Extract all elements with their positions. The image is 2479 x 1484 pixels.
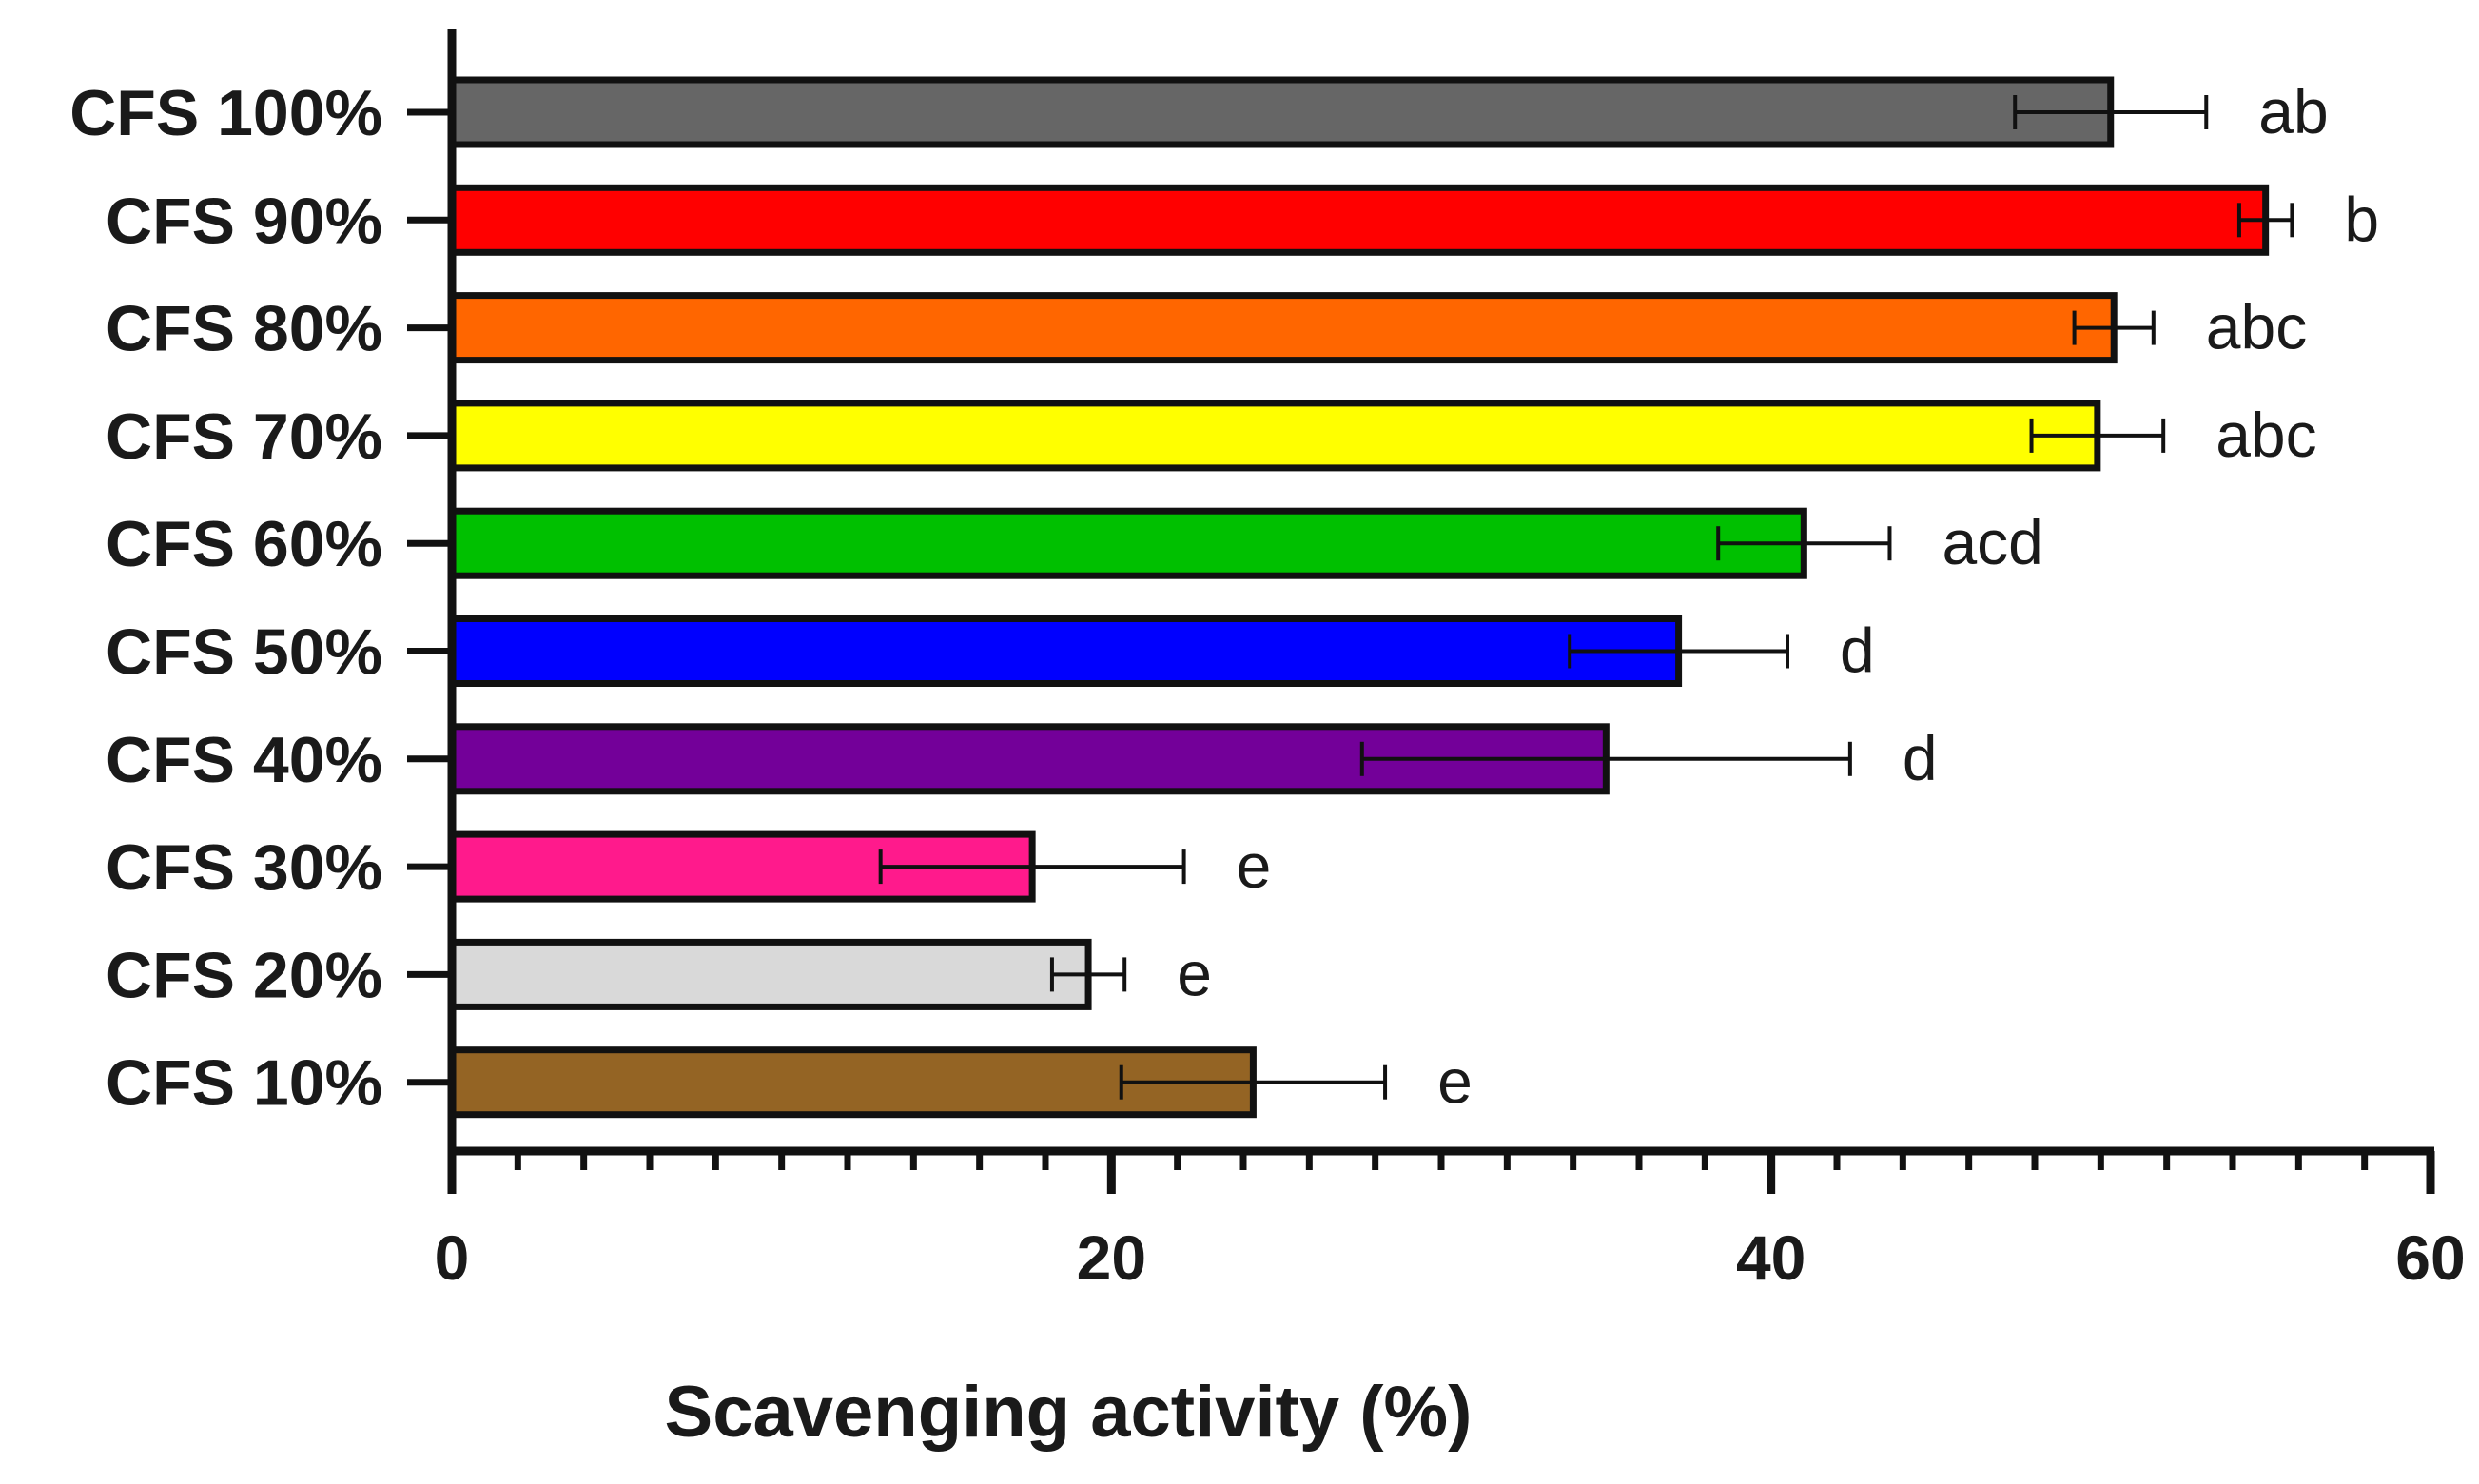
significance-label-cfs-40: d bbox=[1903, 723, 1938, 793]
x-tick-label-0: 0 bbox=[435, 1222, 470, 1293]
x-tick-label-40: 40 bbox=[1736, 1222, 1806, 1293]
significance-label-cfs-10: e bbox=[1437, 1046, 1473, 1117]
bar-cfs-70 bbox=[448, 400, 2101, 472]
significance-label-cfs-50: d bbox=[1840, 615, 1875, 686]
category-label-cfs-40: CFS 40% bbox=[106, 724, 382, 796]
significance-label-cfs-70: abc bbox=[2215, 400, 2316, 470]
bar-cfs-90 bbox=[448, 184, 2270, 256]
category-label-cfs-20: CFS 20% bbox=[106, 939, 382, 1011]
significance-label-cfs-30: e bbox=[1237, 830, 1272, 901]
category-label-cfs-30: CFS 30% bbox=[106, 831, 382, 904]
category-label-cfs-50: CFS 50% bbox=[106, 616, 382, 689]
significance-label-cfs-100: ab bbox=[2258, 76, 2328, 146]
category-label-cfs-10: CFS 10% bbox=[106, 1047, 382, 1120]
category-label-cfs-100: CFS 100% bbox=[69, 77, 382, 149]
significance-label-cfs-60: acd bbox=[1942, 507, 2042, 577]
category-label-cfs-60: CFS 60% bbox=[106, 508, 382, 580]
category-label-cfs-80: CFS 80% bbox=[106, 293, 382, 365]
significance-label-cfs-90: b bbox=[2344, 184, 2379, 254]
bar-cfs-100 bbox=[448, 76, 2115, 148]
bar-cfs-80 bbox=[448, 292, 2118, 364]
significance-label-cfs-20: e bbox=[1177, 938, 1212, 1008]
bar-cfs-50 bbox=[448, 615, 1683, 687]
bar-cfs-20 bbox=[448, 938, 1092, 1010]
x-axis-title: Scavenging activity (%) bbox=[665, 1372, 1473, 1453]
x-tick-label-60: 60 bbox=[2395, 1222, 2465, 1293]
x-tick-label-20: 20 bbox=[1077, 1222, 1146, 1293]
category-label-cfs-70: CFS 70% bbox=[106, 400, 382, 473]
bar-cfs-60 bbox=[448, 507, 1807, 579]
plot-area: ab CFS 100% b CFS 90% abc CFS 80% abc CFS 70% ac… bbox=[69, 29, 2466, 1293]
category-label-cfs-90: CFS 90% bbox=[106, 185, 382, 257]
significance-label-cfs-80: abc bbox=[2206, 292, 2307, 362]
